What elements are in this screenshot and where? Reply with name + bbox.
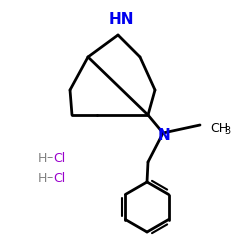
Text: –: –: [46, 172, 52, 184]
Text: N: N: [158, 128, 170, 142]
Text: H: H: [38, 152, 48, 164]
Text: CH: CH: [210, 122, 228, 134]
Text: –: –: [46, 152, 52, 164]
Text: Cl: Cl: [53, 152, 65, 164]
Text: HN: HN: [108, 12, 134, 28]
Text: H: H: [38, 172, 48, 184]
Text: Cl: Cl: [53, 172, 65, 184]
Text: 3: 3: [224, 126, 230, 136]
